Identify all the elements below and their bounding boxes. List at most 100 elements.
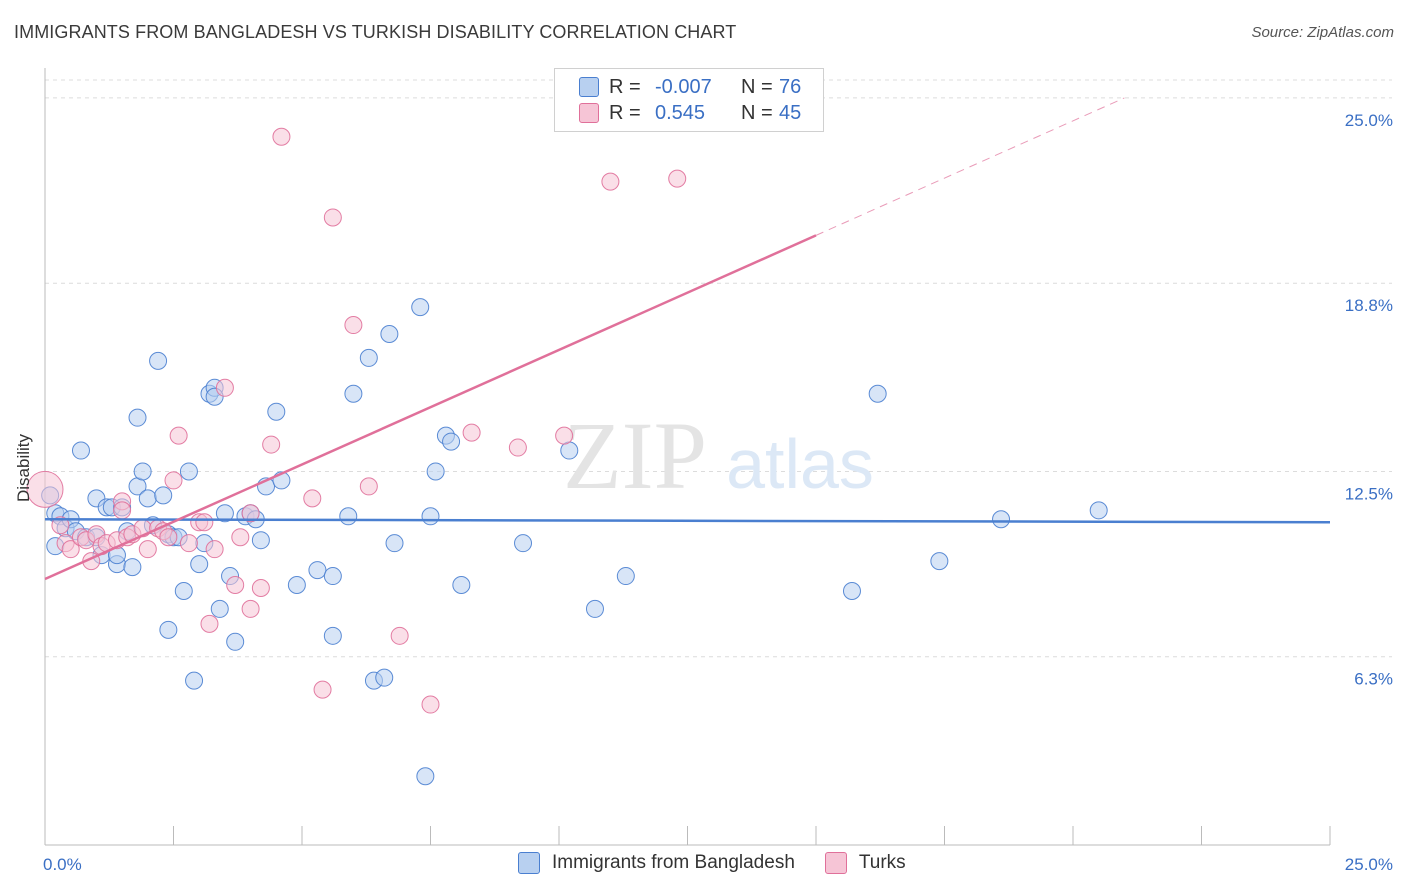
trend-line-turks-extension (815, 97, 1125, 236)
point-turks (241, 504, 260, 523)
point-bangladesh (154, 486, 173, 505)
grid-lines (45, 79, 1392, 658)
point-bangladesh (992, 510, 1011, 529)
point-turks (231, 528, 250, 547)
point-bangladesh (930, 552, 949, 571)
point-bangladesh (128, 408, 147, 427)
point-bangladesh (426, 462, 445, 481)
legend-label-turks: Turks (858, 852, 906, 873)
point-turks (462, 423, 481, 442)
y-tick-label: 25.0% (1345, 111, 1393, 130)
point-turks (251, 579, 270, 598)
y-tick-label: 6.3% (1354, 670, 1393, 689)
point-turks (164, 471, 183, 490)
point-turks (359, 477, 378, 496)
point-turks (61, 540, 80, 559)
legend-n-label: N = (741, 75, 773, 98)
point-bangladesh (616, 567, 635, 586)
legend-r-label: R = (609, 75, 641, 98)
point-turks (272, 127, 291, 146)
point-turks (169, 426, 188, 445)
source-label: Source: ZipAtlas.com (1251, 24, 1394, 41)
watermark-atlas: atlas (726, 425, 874, 503)
point-turks (344, 316, 363, 335)
point-bangladesh (442, 432, 461, 451)
legend-row-turks: R = 0.545 N = 45 (579, 101, 801, 125)
trend-line-turks (44, 234, 817, 581)
y-tick-label: 18.8% (1345, 296, 1393, 315)
point-turks (226, 576, 245, 595)
point-bangladesh (226, 632, 245, 651)
point-turks (113, 501, 132, 520)
point-bangladesh (71, 441, 90, 460)
point-turks (303, 489, 322, 508)
point-bangladesh (287, 576, 306, 595)
point-bangladesh (514, 534, 533, 553)
point-bangladesh (416, 767, 435, 786)
point-bangladesh (375, 668, 394, 687)
point-turks (195, 513, 214, 532)
stats-legend: R = -0.007 N = 76 R = 0.545 N = 45 (554, 68, 824, 132)
point-bangladesh (560, 441, 579, 460)
point-bangladesh (359, 348, 378, 367)
y-axis-label: Disability (14, 433, 33, 503)
point-bangladesh (179, 462, 198, 481)
point-bangladesh (267, 402, 286, 421)
point-turks (241, 599, 260, 618)
point-bangladesh (868, 384, 887, 403)
legend-row-bangladesh: R = -0.007 N = 76 (579, 75, 801, 99)
point-bangladesh (251, 531, 270, 550)
legend-swatch-blue (579, 77, 599, 97)
point-turks (313, 680, 332, 699)
point-bangladesh (123, 558, 142, 577)
x-tick-label: 0.0% (43, 855, 82, 874)
legend-swatch-blue (518, 852, 540, 874)
point-turks (205, 540, 224, 559)
point-bangladesh (159, 620, 178, 639)
legend-swatch-pink (579, 103, 599, 123)
x-tick-label: 25.0% (1345, 855, 1393, 874)
point-bangladesh (380, 325, 399, 344)
chart-title: IMMIGRANTS FROM BANGLADESH VS TURKISH DI… (14, 22, 737, 42)
trend-line-bangladesh (44, 518, 1331, 524)
point-turks (421, 695, 440, 714)
point-bangladesh (185, 671, 204, 690)
legend-r-label: R = (609, 101, 641, 124)
trend-lines (44, 97, 1331, 581)
series-legend: Immigrants from Bangladesh Turks (518, 852, 936, 874)
point-turks (390, 626, 409, 645)
legend-n-value: 45 (779, 101, 802, 124)
point-turks (200, 614, 219, 633)
point-bangladesh (585, 599, 604, 618)
point-turks (601, 172, 620, 191)
legend-r-value: -0.007 (655, 75, 712, 98)
legend-n-label: N = (741, 101, 773, 124)
point-bangladesh (174, 581, 193, 600)
point-bangladesh (138, 489, 157, 508)
point-bangladesh (210, 599, 229, 618)
legend-item-turks: Turks (824, 852, 906, 874)
point-bangladesh (344, 384, 363, 403)
point-bangladesh (215, 504, 234, 523)
point-bangladesh (411, 298, 430, 317)
series-bangladesh-points (41, 298, 1108, 786)
point-bangladesh (385, 534, 404, 553)
legend-n-value: 76 (779, 75, 802, 98)
axes (44, 68, 1331, 846)
point-bangladesh (190, 555, 209, 574)
point-turks (508, 438, 527, 457)
point-turks (26, 470, 64, 508)
point-turks (215, 378, 234, 397)
legend-item-bangladesh: Immigrants from Bangladesh (518, 852, 795, 874)
point-bangladesh (339, 507, 358, 526)
point-bangladesh (323, 567, 342, 586)
point-bangladesh (421, 507, 440, 526)
point-turks (51, 516, 70, 535)
point-turks (179, 534, 198, 553)
point-bangladesh (308, 561, 327, 580)
legend-swatch-pink (824, 852, 847, 874)
point-bangladesh (452, 576, 471, 595)
point-turks (668, 169, 687, 188)
y-tick-label: 12.5% (1345, 484, 1393, 503)
